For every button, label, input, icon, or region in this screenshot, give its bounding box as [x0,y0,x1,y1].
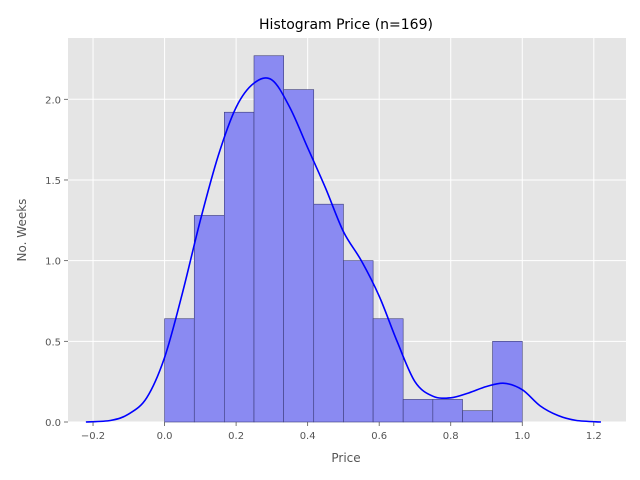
y-tick-label: 1.5 [45,176,61,187]
x-tick-label: 0.6 [371,431,387,442]
kde-line [85,77,602,423]
y-tick-label: 0.5 [45,337,61,348]
chart-title: Histogram Price (n=169) [259,17,433,33]
histogram-bar [402,399,434,423]
y-tick-label: 1.0 [45,257,61,268]
histogram-bar [492,341,523,423]
histogram-bar [164,318,195,423]
x-tick-label: 1.0 [514,431,530,442]
x-tick-label: 1.2 [586,431,602,442]
histogram-bar [313,203,344,423]
x-tick-label: 0.0 [157,431,173,442]
histogram-bar [343,260,374,423]
y-axis-label: No. Weeks [15,199,29,262]
histogram-bar [462,410,493,423]
histogram-bar [372,318,404,423]
histogram-bars [164,55,523,423]
y-tick-label: 2.0 [45,95,61,106]
histogram-bar [193,215,225,423]
axis-ticks: −0.2 0.0 0.2 0.4 0.6 0.8 1.0 1.2 0.0 0.5 1.0 1.5 2.0 [45,95,602,442]
histogram-bar [253,55,284,423]
histogram-bar [283,89,315,423]
x-tick-label: −0.2 [81,431,105,442]
x-tick-label: 0.4 [300,431,316,442]
kde-curve-group [85,77,602,423]
x-axis-label: Price [331,451,360,465]
y-tick-label: 0.0 [45,418,61,429]
histogram-bar [224,111,255,423]
x-tick-label: 0.2 [228,431,244,442]
x-tick-label: 0.8 [443,431,459,442]
histogram-bar [432,399,463,423]
